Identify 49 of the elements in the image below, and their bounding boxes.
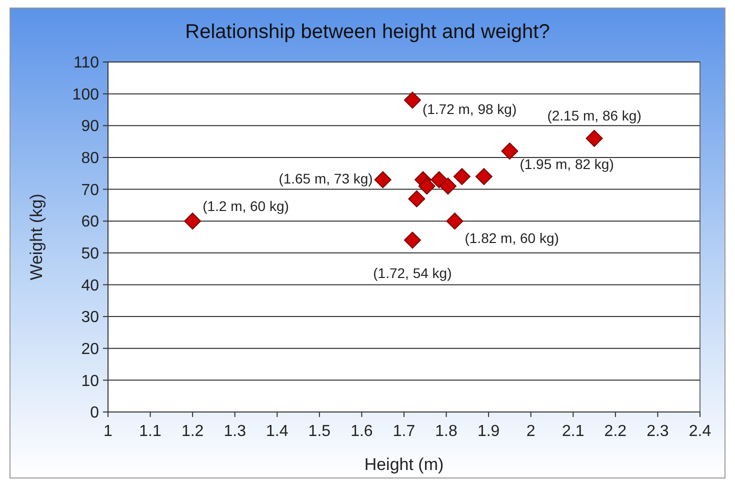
- x-tick-label: 1: [104, 423, 113, 440]
- y-tick-label: 90: [81, 118, 100, 136]
- y-tick-label: 110: [73, 54, 100, 72]
- y-tick-label: 100: [72, 86, 100, 104]
- y-tick-label: 80: [81, 150, 100, 168]
- x-tick-label: 1.3: [224, 423, 246, 440]
- point: [446, 212, 464, 230]
- point: [453, 168, 470, 186]
- point: [404, 92, 421, 109]
- x-tick-label: 1.7: [392, 423, 416, 440]
- x-tick-label: 1.1: [139, 423, 162, 440]
- x-tick-label: 2.3: [646, 423, 669, 440]
- point: [184, 212, 202, 230]
- annotation: (1.65 m, 73 kg): [278, 170, 373, 187]
- point: [586, 130, 603, 147]
- y-axis-title: Weight (kg): [27, 194, 46, 280]
- x-tick-label: 1.4: [266, 423, 288, 440]
- point: [439, 178, 456, 195]
- annotation: (1.72, 54 kg): [373, 265, 452, 282]
- chart-title: Relationship between height and weight?: [185, 21, 550, 43]
- x-tick-label: 1.2: [181, 423, 204, 440]
- x-axis-title: Height (m): [364, 455, 444, 474]
- point: [404, 232, 421, 249]
- y-tick-label: 60: [81, 214, 100, 231]
- x-tick-label: 1.6: [350, 423, 373, 440]
- annotation: (2.15 m, 86 kg): [547, 107, 642, 124]
- x-tick-label: 2.1: [562, 423, 584, 440]
- point: [408, 190, 426, 208]
- y-tick-label: 50: [81, 246, 100, 263]
- y-tick-label: 40: [81, 277, 100, 294]
- point: [374, 171, 392, 188]
- annotation: (1.95 m, 82 kg): [520, 156, 614, 172]
- y-tick-label: 0: [90, 404, 100, 422]
- point: [475, 168, 492, 186]
- x-tick-label: 1.5: [308, 423, 331, 440]
- annotation: (1.72 m, 98 kg): [422, 101, 517, 118]
- x-tick-label: 1.9: [477, 423, 500, 440]
- y-tick-label: 70: [81, 182, 100, 199]
- annotation: (1.2 m, 60 kg): [202, 198, 289, 214]
- annotation: (1.82 m, 60 kg): [464, 230, 559, 246]
- x-tick-label: 1.8: [435, 423, 458, 440]
- x-tick-label: 2: [526, 423, 536, 440]
- x-tick-label: 2.4: [688, 423, 712, 440]
- x-tick-label: 2.2: [604, 423, 627, 440]
- point: [418, 178, 436, 195]
- point: [501, 142, 518, 160]
- y-tick-label: 20: [81, 340, 100, 358]
- y-tick-label: 10: [81, 372, 100, 390]
- y-tick-label: 30: [81, 309, 100, 326]
